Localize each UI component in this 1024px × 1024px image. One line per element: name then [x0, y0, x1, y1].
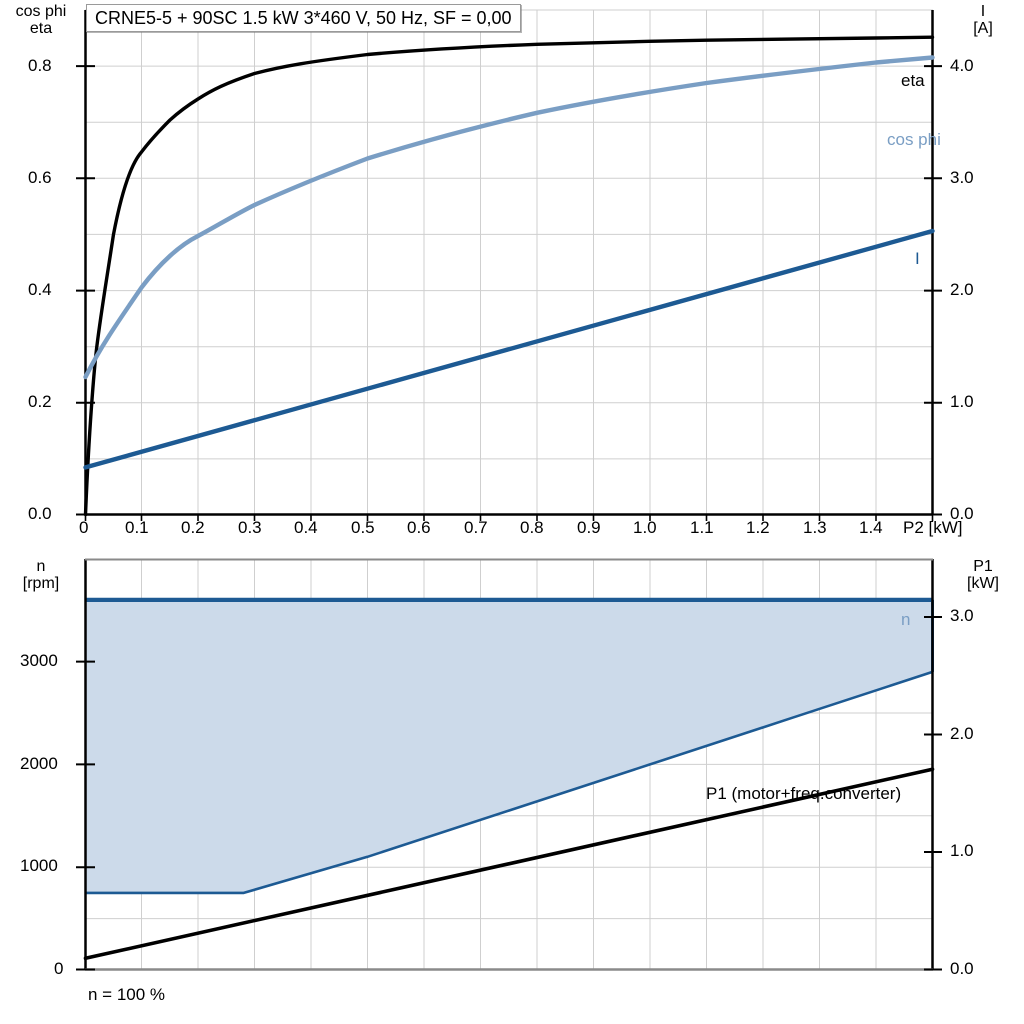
bottom-ytick-left-2: 2000 — [20, 754, 58, 773]
series-current-line — [83, 228, 935, 470]
top-horizontal-gridlines — [85, 9, 933, 460]
top-xtick-14: 1.4 — [859, 518, 883, 537]
top-xtick-0: 0 — [79, 518, 89, 537]
top-ytick-left-2: 0.4 — [28, 280, 52, 299]
top-xtick-10: 1.0 — [633, 518, 657, 537]
top-xtick-5: 0.5 — [351, 518, 375, 537]
top-xtick-1: 0.1 — [125, 518, 149, 537]
bottom-ytick-left-1: 1000 — [20, 856, 58, 875]
bottom-chart-panel: n [rpm] P1 [kW] 0 1000 2000 3000 0.0 1.0… — [0, 545, 1024, 1024]
top-chart-panel: cos phi eta I [A] CRNE5-5 + 90SC 1.5 kW … — [2, 3, 1018, 537]
top-xtick-6: 0.6 — [407, 518, 431, 537]
top-xtick-7: 0.7 — [464, 518, 488, 537]
top-ytick-left-0: 0.0 — [28, 504, 52, 523]
series-label-p1: P1 (motor+freq.converter) — [706, 784, 902, 803]
top-ytick-right-0: 0.0 — [950, 504, 974, 523]
bottom-chart-svg — [76, 558, 942, 971]
top-xtick-13: 1.3 — [803, 518, 827, 537]
series-label-cosphi: cos phi — [887, 130, 941, 149]
bottom-left-axis-title: n [rpm] — [2, 558, 80, 593]
top-ytick-right-4: 4.0 — [950, 56, 974, 75]
series-label-n: n — [901, 610, 911, 629]
top-xtick-11: 1.1 — [690, 518, 714, 537]
bottom-left-axis-ticks — [76, 660, 95, 971]
top-xtick-9: 0.9 — [577, 518, 601, 537]
chart-title-box: CRNE5-5 + 90SC 1.5 kW 3*460 V, 50 Hz, SF… — [86, 4, 521, 32]
bottom-ytick-right-3: 3.0 — [950, 606, 974, 625]
top-ytick-right-3: 3.0 — [950, 168, 974, 187]
series-speed-envelope-fill — [85, 599, 933, 893]
speed-note: n = 100 % — [88, 985, 166, 1004]
bottom-ytick-right-1: 1.0 — [950, 841, 974, 860]
bottom-ytick-left-3: 3000 — [20, 651, 58, 670]
series-label-eta: eta — [901, 71, 925, 90]
top-xtick-4: 0.4 — [294, 518, 318, 537]
top-xtick-8: 0.8 — [520, 518, 544, 537]
top-plot-background — [85, 10, 933, 515]
bottom-right-axis-title-line1: P1 — [973, 558, 993, 575]
top-x-axis-title: P2 [kW] — [903, 518, 963, 537]
bottom-left-axis-title-line2: [rpm] — [22, 574, 60, 592]
top-xtick-12: 1.2 — [746, 518, 770, 537]
top-ytick-right-2: 2.0 — [950, 280, 974, 299]
series-speed-envelope-lower — [85, 670, 933, 895]
series-p1-line — [83, 767, 935, 961]
series-cosphi-line — [83, 55, 935, 380]
top-left-axis-title-line1: cos phi — [15, 3, 67, 20]
top-left-axis-title: cos phi eta — [2, 3, 80, 38]
top-ytick-right-1: 1.0 — [950, 392, 974, 411]
bottom-left-axis-title-line1: n — [36, 558, 46, 575]
top-xtick-3: 0.3 — [238, 518, 262, 537]
bottom-ytick-right-0: 0.0 — [950, 959, 974, 978]
top-xtick-2: 0.2 — [181, 518, 205, 537]
series-eta-line — [83, 35, 935, 517]
top-ytick-left-3: 0.6 — [28, 168, 52, 187]
bottom-ytick-left-0: 0 — [54, 959, 64, 978]
top-right-axis-title-line1: I — [980, 3, 986, 20]
top-right-axis-title: I [A] — [948, 3, 1018, 38]
series-label-current: I — [915, 249, 920, 268]
bottom-ytick-right-2: 2.0 — [950, 724, 974, 743]
top-chart-svg — [76, 9, 942, 521]
bottom-right-axis-title-line2: [kW] — [967, 574, 999, 592]
bottom-right-axis-title: P1 [kW] — [948, 558, 1018, 593]
top-ytick-left-4: 0.8 — [28, 56, 52, 75]
top-ytick-left-1: 0.2 — [28, 392, 52, 411]
top-left-axis-title-line2: eta — [29, 19, 53, 37]
top-right-axis-title-line2: [A] — [973, 19, 993, 37]
bottom-right-axis-ticks — [924, 616, 942, 971]
